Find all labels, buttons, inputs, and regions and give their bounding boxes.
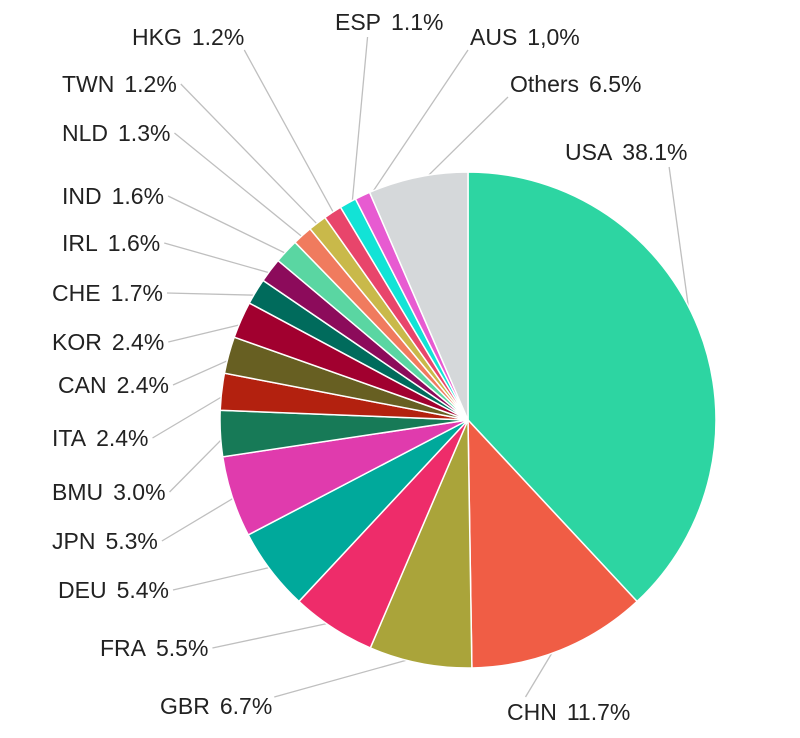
leaders <box>152 36 693 698</box>
category-label: USA <box>565 139 613 165</box>
category-label: KOR <box>52 329 102 355</box>
value-label: 3.0% <box>113 479 165 505</box>
leader-line <box>174 132 308 242</box>
value-label: 1,0% <box>527 24 579 50</box>
category-label: NLD <box>62 120 108 146</box>
slice-label: KOR 2.4% <box>52 329 164 355</box>
value-label: 1.6% <box>112 183 164 209</box>
leader-line <box>169 432 229 493</box>
category-label: CHN <box>507 699 557 725</box>
leader-line <box>168 322 249 343</box>
value-label: 11.7% <box>567 699 631 725</box>
category-label: GBR <box>160 693 210 719</box>
leader-line <box>164 242 277 276</box>
value-label: 5.3% <box>105 528 157 554</box>
value-label: 2.4% <box>112 329 164 355</box>
leader-line <box>365 49 469 203</box>
slice-label: ITA 2.4% <box>52 425 149 451</box>
value-label: 6.7% <box>220 693 272 719</box>
slice-label: JPN 5.3% <box>52 528 158 554</box>
slice-label: Others 6.5% <box>510 71 641 97</box>
leader-line <box>212 620 337 649</box>
category-label: ESP <box>335 9 381 35</box>
category-label: DEU <box>58 577 107 603</box>
leader-line <box>166 292 263 297</box>
pie-slice <box>467 171 717 603</box>
slice-label: TWN 1.2% <box>62 71 177 97</box>
slice-label: AUS 1,0% <box>470 24 580 50</box>
slice-label: DEU 5.4% <box>58 577 169 603</box>
category-label: JPN <box>52 528 95 554</box>
value-label: 1.1% <box>391 9 443 35</box>
category-label: AUS <box>470 24 517 50</box>
value-label: 1.3% <box>118 120 170 146</box>
slice-label: CHE 1.7% <box>52 280 163 306</box>
pie-slice <box>467 418 639 669</box>
category-label: HKG <box>132 24 182 50</box>
slice-label: GBR 6.7% <box>160 693 272 719</box>
slice-label: IND 1.6% <box>62 183 164 209</box>
value-label: 2.4% <box>96 425 148 451</box>
value-label: 1.2% <box>192 24 244 50</box>
value-label: 6.5% <box>589 71 641 97</box>
pie-slice <box>368 171 469 421</box>
slice-label: ESP 1.1% <box>335 9 443 35</box>
slice-label: CHN 11.7% <box>507 699 630 725</box>
leader-line <box>274 655 422 698</box>
category-label: CAN <box>58 372 107 398</box>
slice-label: HKG 1.2% <box>132 24 244 50</box>
slice-label: NLD 1.3% <box>62 120 170 146</box>
slice-label: FRA 5.5% <box>100 635 208 661</box>
leader-line <box>172 565 277 591</box>
value-label: 38.1% <box>622 139 687 165</box>
value-label: 2.4% <box>117 372 169 398</box>
leader-line <box>180 83 323 230</box>
category-label: CHE <box>52 280 101 306</box>
value-label: 1.6% <box>108 230 160 256</box>
leader-line <box>243 49 338 219</box>
leader-line <box>161 494 240 542</box>
slice-label: IRL 1.6% <box>62 230 160 256</box>
category-label: IND <box>62 183 102 209</box>
leader-line <box>418 96 509 185</box>
leader-line <box>167 195 293 257</box>
slice-label: USA 38.1% <box>565 139 688 165</box>
leader-line <box>152 391 230 439</box>
value-label: 1.7% <box>111 280 163 306</box>
value-label: 5.4% <box>117 577 169 603</box>
slice-label: CAN 2.4% <box>58 372 169 398</box>
category-label: TWN <box>62 71 114 97</box>
value-label: 1.2% <box>124 71 176 97</box>
leader-line <box>172 356 237 386</box>
category-label: FRA <box>100 635 147 661</box>
category-label: Others <box>510 71 579 97</box>
category-label: ITA <box>52 425 87 451</box>
category-label: BMU <box>52 479 103 505</box>
slice-label: BMU 3.0% <box>52 479 166 505</box>
value-label: 5.5% <box>156 635 208 661</box>
category-label: IRL <box>62 230 98 256</box>
leader-line <box>350 36 369 210</box>
